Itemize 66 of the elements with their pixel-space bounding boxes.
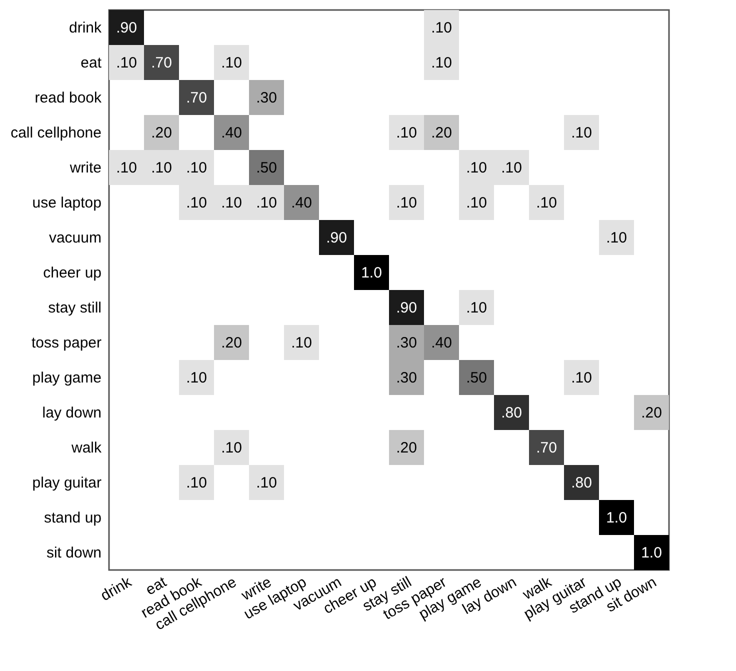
data-label: .20 bbox=[431, 124, 452, 142]
data-label: .10 bbox=[186, 194, 207, 212]
y-tick-label: call cellphone bbox=[10, 124, 102, 142]
y-tick-label: write bbox=[68, 160, 102, 176]
data-label: .10 bbox=[221, 440, 242, 456]
data-label: .10 bbox=[186, 370, 207, 386]
data-label: .70 bbox=[536, 440, 557, 456]
data-label: .30 bbox=[256, 90, 277, 106]
data-label: .10 bbox=[256, 474, 277, 492]
data-label: .10 bbox=[466, 194, 487, 212]
y-tick-label: read book bbox=[34, 90, 102, 106]
data-label: .10 bbox=[116, 54, 137, 72]
data-label: .10 bbox=[536, 194, 557, 212]
data-label: .10 bbox=[396, 124, 417, 142]
data-label: .10 bbox=[431, 20, 452, 36]
data-label: .90 bbox=[326, 230, 347, 246]
data-label: .70 bbox=[151, 54, 172, 72]
data-label: .10 bbox=[431, 54, 452, 72]
y-tick-label: use laptop bbox=[32, 194, 102, 212]
data-label: 1.0 bbox=[361, 264, 382, 282]
y-tick-label: stay still bbox=[48, 300, 102, 316]
data-label: .50 bbox=[466, 370, 487, 386]
data-label: .70 bbox=[186, 90, 207, 106]
data-label: .90 bbox=[116, 20, 137, 36]
data-label: .10 bbox=[571, 370, 592, 386]
y-tick-label: vacuum bbox=[48, 230, 102, 246]
data-label: .10 bbox=[186, 160, 207, 176]
data-label: .10 bbox=[571, 124, 592, 142]
data-label: .30 bbox=[396, 370, 417, 386]
data-label: .10 bbox=[256, 194, 277, 212]
data-label: .10 bbox=[466, 300, 487, 316]
data-label: .20 bbox=[641, 404, 662, 422]
y-tick-label: sit down bbox=[46, 544, 102, 562]
data-label: .40 bbox=[221, 124, 242, 142]
y-tick-label: eat bbox=[80, 54, 102, 72]
data-label: .10 bbox=[291, 334, 312, 352]
data-label: .80 bbox=[571, 474, 592, 492]
y-tick-label: play guitar bbox=[32, 474, 102, 492]
data-label: .90 bbox=[396, 300, 417, 316]
data-label: .10 bbox=[606, 230, 627, 246]
data-label: .30 bbox=[396, 334, 417, 352]
y-tick-label: play game bbox=[32, 370, 102, 386]
data-label: .80 bbox=[501, 404, 522, 422]
data-label: .10 bbox=[221, 194, 242, 212]
data-label: .50 bbox=[256, 160, 277, 176]
data-label: .10 bbox=[151, 160, 172, 176]
x-tick-label: drink bbox=[98, 573, 135, 605]
data-label: .10 bbox=[501, 160, 522, 176]
y-tick-label: walk bbox=[70, 440, 102, 456]
data-label: .10 bbox=[221, 54, 242, 72]
data-label: .10 bbox=[116, 160, 137, 176]
y-tick-label: stand up bbox=[44, 510, 102, 526]
data-label: .10 bbox=[466, 160, 487, 176]
y-tick-label: lay down bbox=[42, 404, 102, 422]
data-label: .20 bbox=[151, 124, 172, 142]
data-label: .10 bbox=[186, 474, 207, 492]
data-label: 1.0 bbox=[641, 544, 662, 562]
y-tick-label: cheer up bbox=[43, 264, 102, 282]
data-label: .40 bbox=[291, 194, 312, 212]
data-label: 1.0 bbox=[606, 510, 627, 526]
data-label: .40 bbox=[431, 334, 452, 352]
y-tick-label: drink bbox=[68, 20, 102, 36]
data-label: .10 bbox=[396, 194, 417, 212]
y-tick-label: toss paper bbox=[31, 334, 102, 352]
data-label: .20 bbox=[396, 440, 417, 456]
data-label: .20 bbox=[221, 334, 242, 352]
